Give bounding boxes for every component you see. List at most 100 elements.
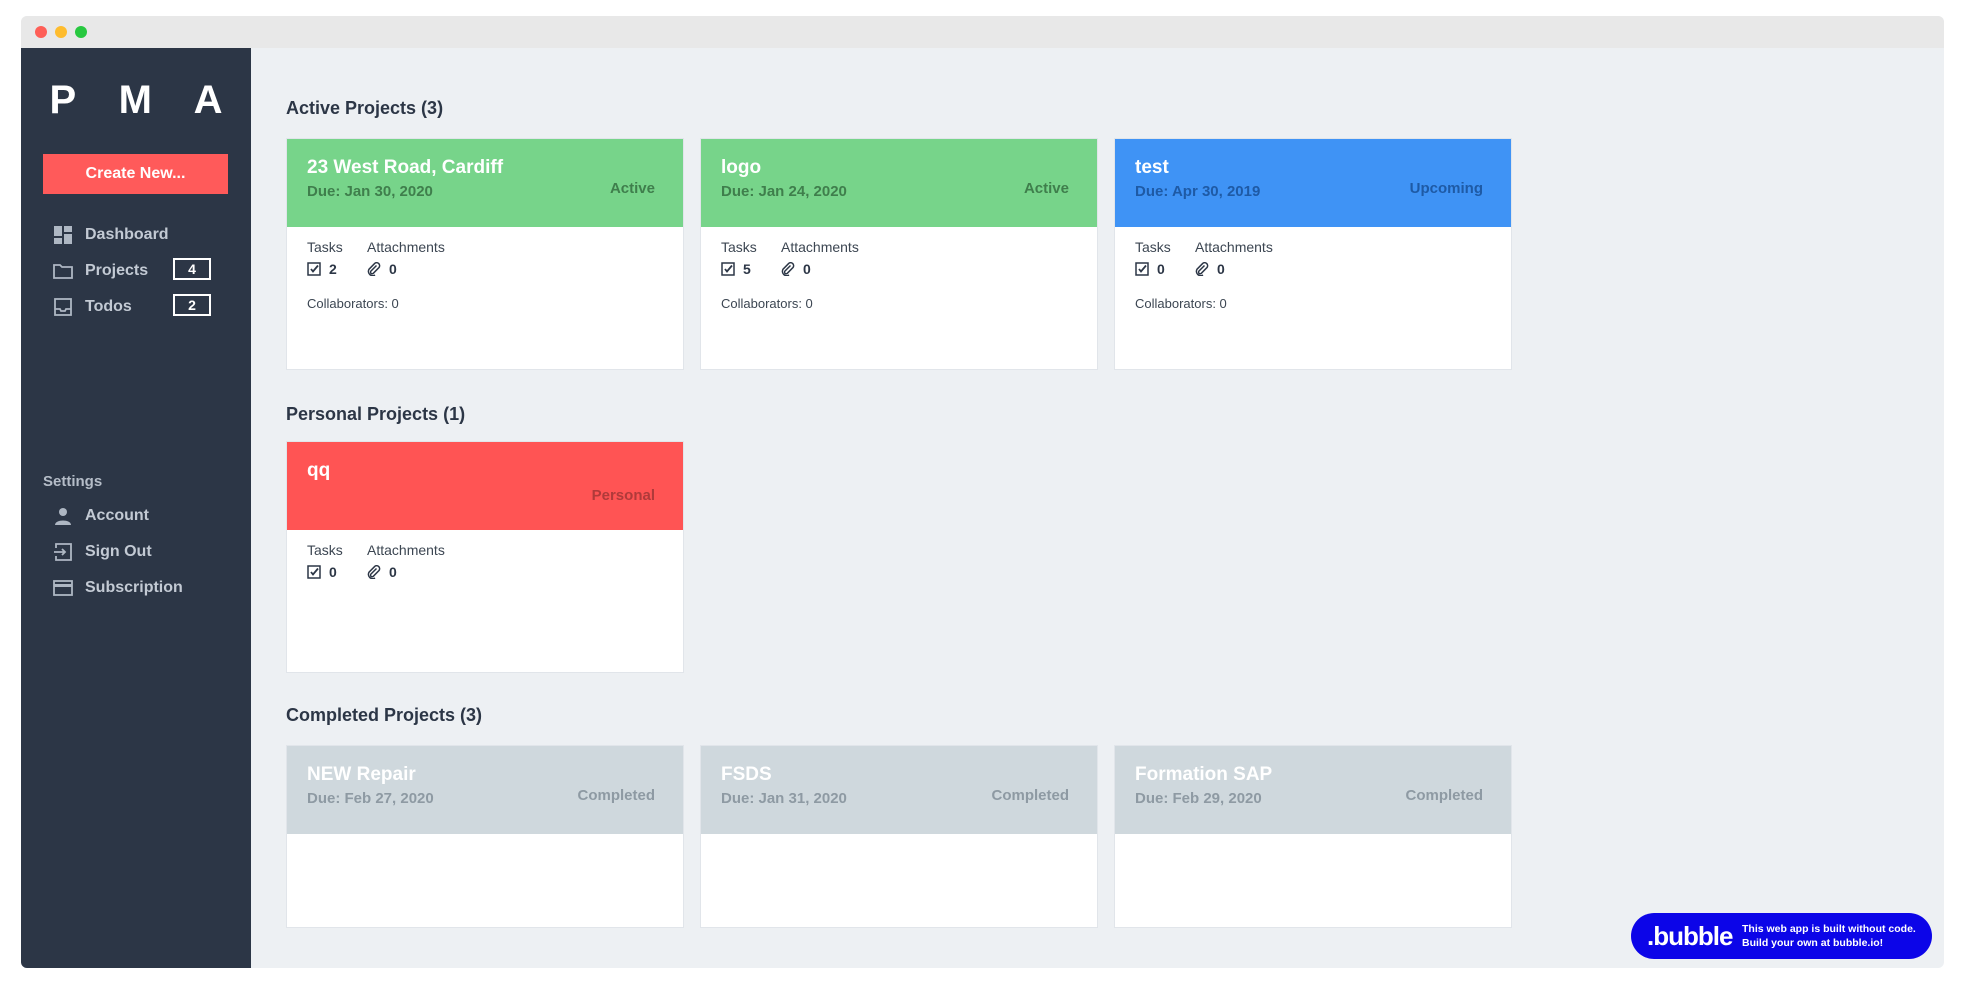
checkbox-icon [1135,262,1149,276]
stat-values: 5 0 [721,261,841,277]
maximize-window-button[interactable] [75,26,87,38]
project-due-date: Due: Jan 31, 2020 [721,790,847,807]
sidebar-item-sign-out[interactable]: Sign Out [43,539,233,565]
stat-labels: Tasks Attachments [721,239,859,255]
sidebar-item-label: Todos [85,298,132,315]
tasks-label: Tasks [721,239,757,255]
project-status: Active [609,180,655,197]
card-header: logo Due: Jan 24, 2020 Active [701,139,1097,227]
project-due-date: Due: Feb 29, 2020 [1135,790,1262,807]
tasks-count: 0 [1157,261,1165,277]
attachments-count: 0 [803,261,811,277]
project-status: Completed [991,787,1069,804]
project-title: logo [721,157,762,178]
sidebar-item-dashboard[interactable]: Dashboard [43,222,233,248]
attachments-label: Attachments [781,239,859,255]
collaborators-count: Collaborators: 0 [1135,296,1227,311]
folder-icon [51,259,75,283]
project-status: Completed [1405,787,1483,804]
close-window-button[interactable] [35,26,47,38]
sidebar-item-todos[interactable]: Todos 2 [43,294,233,320]
sidebar-item-account[interactable]: Account [43,503,233,529]
project-card[interactable]: NEW Repair Due: Feb 27, 2020 Completed [286,745,684,928]
app-logo[interactable]: P M A [49,78,239,122]
bubble-promo-line-2: Build your own at bubble.io! [1742,937,1884,949]
attachments-count: 0 [389,261,397,277]
tasks-label: Tasks [307,542,343,558]
project-due-date: Due: Apr 30, 2019 [1135,183,1261,200]
project-card[interactable]: 23 West Road, Cardiff Due: Jan 30, 2020 … [286,138,684,370]
project-title: NEW Repair [307,764,416,785]
minimize-window-button[interactable] [55,26,67,38]
collaborators-count: Collaborators: 0 [307,296,399,311]
sidebar-item-projects[interactable]: Projects 4 [43,258,233,284]
paperclip-icon [367,262,381,276]
attachments-label: Attachments [367,239,445,255]
project-card[interactable]: logo Due: Jan 24, 2020 Active Tasks Atta… [700,138,1098,370]
sidebar-item-label: Account [85,507,149,524]
todos-count-badge: 2 [173,294,211,316]
sidebar-item-label: Subscription [85,579,183,596]
active-projects-heading: Active Projects (3) [286,98,444,118]
bubble-promo-badge[interactable]: .bubble This web app is built without co… [1631,913,1932,959]
stat-values: 2 0 [307,261,427,277]
sidebar-item-label: Projects [85,262,149,279]
sidebar: P M A Create New... Dashboard Projects 4… [21,48,251,968]
dashboard-icon [51,223,75,247]
sign-out-icon [51,540,75,564]
stat-labels: Tasks Attachments [307,239,445,255]
tasks-count: 5 [743,261,751,277]
title-bar [21,16,1944,48]
project-title: Formation SAP [1135,764,1273,785]
checkbox-icon [307,565,321,579]
card-header: NEW Repair Due: Feb 27, 2020 Completed [287,746,683,834]
completed-projects-heading: Completed Projects (3) [286,705,483,725]
attachments-label: Attachments [1195,239,1273,255]
project-status: Active [1023,180,1069,197]
credit-card-icon [51,576,75,600]
tasks-label: Tasks [307,239,343,255]
project-due-date: Due: Jan 24, 2020 [721,183,847,200]
browser-window: P M A Create New... Dashboard Projects 4… [21,16,1944,968]
bubble-promo-text: This web app is built without code. Buil… [1742,922,1916,950]
bubble-promo-line-1: This web app is built without code. [1742,923,1916,935]
settings-heading: Settings [43,473,103,490]
project-due-date: Due: Feb 27, 2020 [307,790,434,807]
tasks-count: 2 [329,261,337,277]
project-card[interactable]: qq Personal Tasks Attachments 0 0 [286,441,684,673]
card-header: FSDS Due: Jan 31, 2020 Completed [701,746,1097,834]
stat-values: 0 0 [307,564,427,580]
stat-values: 0 0 [1135,261,1255,277]
stat-labels: Tasks Attachments [307,542,445,558]
card-header: test Due: Apr 30, 2019 Upcoming [1115,139,1511,227]
checkbox-icon [307,262,321,276]
stat-labels: Tasks Attachments [1135,239,1273,255]
checkbox-icon [721,262,735,276]
project-card[interactable]: FSDS Due: Jan 31, 2020 Completed [700,745,1098,928]
project-status: Personal [591,487,655,504]
project-title: qq [307,460,331,481]
sidebar-item-label: Sign Out [85,543,152,560]
person-icon [51,504,75,528]
card-header: 23 West Road, Cardiff Due: Jan 30, 2020 … [287,139,683,227]
tasks-label: Tasks [1135,239,1171,255]
project-card[interactable]: Formation SAP Due: Feb 29, 2020 Complete… [1114,745,1512,928]
bubble-logo: .bubble [1647,921,1733,951]
attachments-label: Attachments [367,542,445,558]
project-status: Completed [577,787,655,804]
project-title: 23 West Road, Cardiff [307,157,504,178]
inbox-icon [51,295,75,319]
attachments-count: 0 [1217,261,1225,277]
tasks-count: 0 [329,564,337,580]
attachments-count: 0 [389,564,397,580]
personal-projects-heading: Personal Projects (1) [286,404,466,424]
sidebar-item-subscription[interactable]: Subscription [43,575,233,601]
paperclip-icon [781,262,795,276]
main-content: Active Projects (3) 23 West Road, Cardif… [251,48,1944,968]
sidebar-item-label: Dashboard [85,226,169,243]
project-title: test [1135,157,1169,178]
project-card[interactable]: test Due: Apr 30, 2019 Upcoming Tasks At… [1114,138,1512,370]
project-title: FSDS [721,764,772,785]
create-new-button[interactable]: Create New... [43,154,228,194]
projects-count-badge: 4 [173,258,211,280]
